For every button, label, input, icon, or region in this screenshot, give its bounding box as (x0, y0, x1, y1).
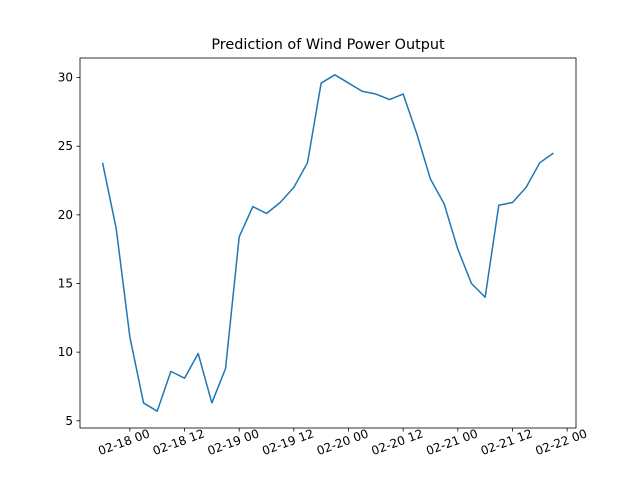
x-tick-label: 02-22 00 (534, 426, 589, 458)
x-tick-label: 02-21 12 (479, 426, 534, 458)
axes-frame (79, 57, 577, 429)
y-tick-label: 20 (58, 208, 73, 222)
y-tick-label: 5 (65, 414, 73, 428)
x-tick-label: 02-20 00 (315, 426, 370, 458)
x-tick-label: 02-21 00 (424, 426, 479, 458)
x-tick-label: 02-18 00 (96, 426, 151, 458)
y-tick-label: 25 (58, 139, 73, 153)
x-tick-label: 02-19 00 (206, 426, 261, 458)
x-tick-label: 02-18 12 (151, 426, 206, 458)
line (101, 74, 554, 412)
y-tick-label: 15 (58, 277, 73, 291)
x-tick-label: 02-19 12 (260, 426, 315, 458)
y-tick-label: 30 (58, 71, 73, 85)
x-tick-label: 02-20 12 (370, 426, 425, 458)
chart-title: Prediction of Wind Power Output (211, 37, 445, 53)
y-tick-label: 10 (58, 345, 73, 359)
